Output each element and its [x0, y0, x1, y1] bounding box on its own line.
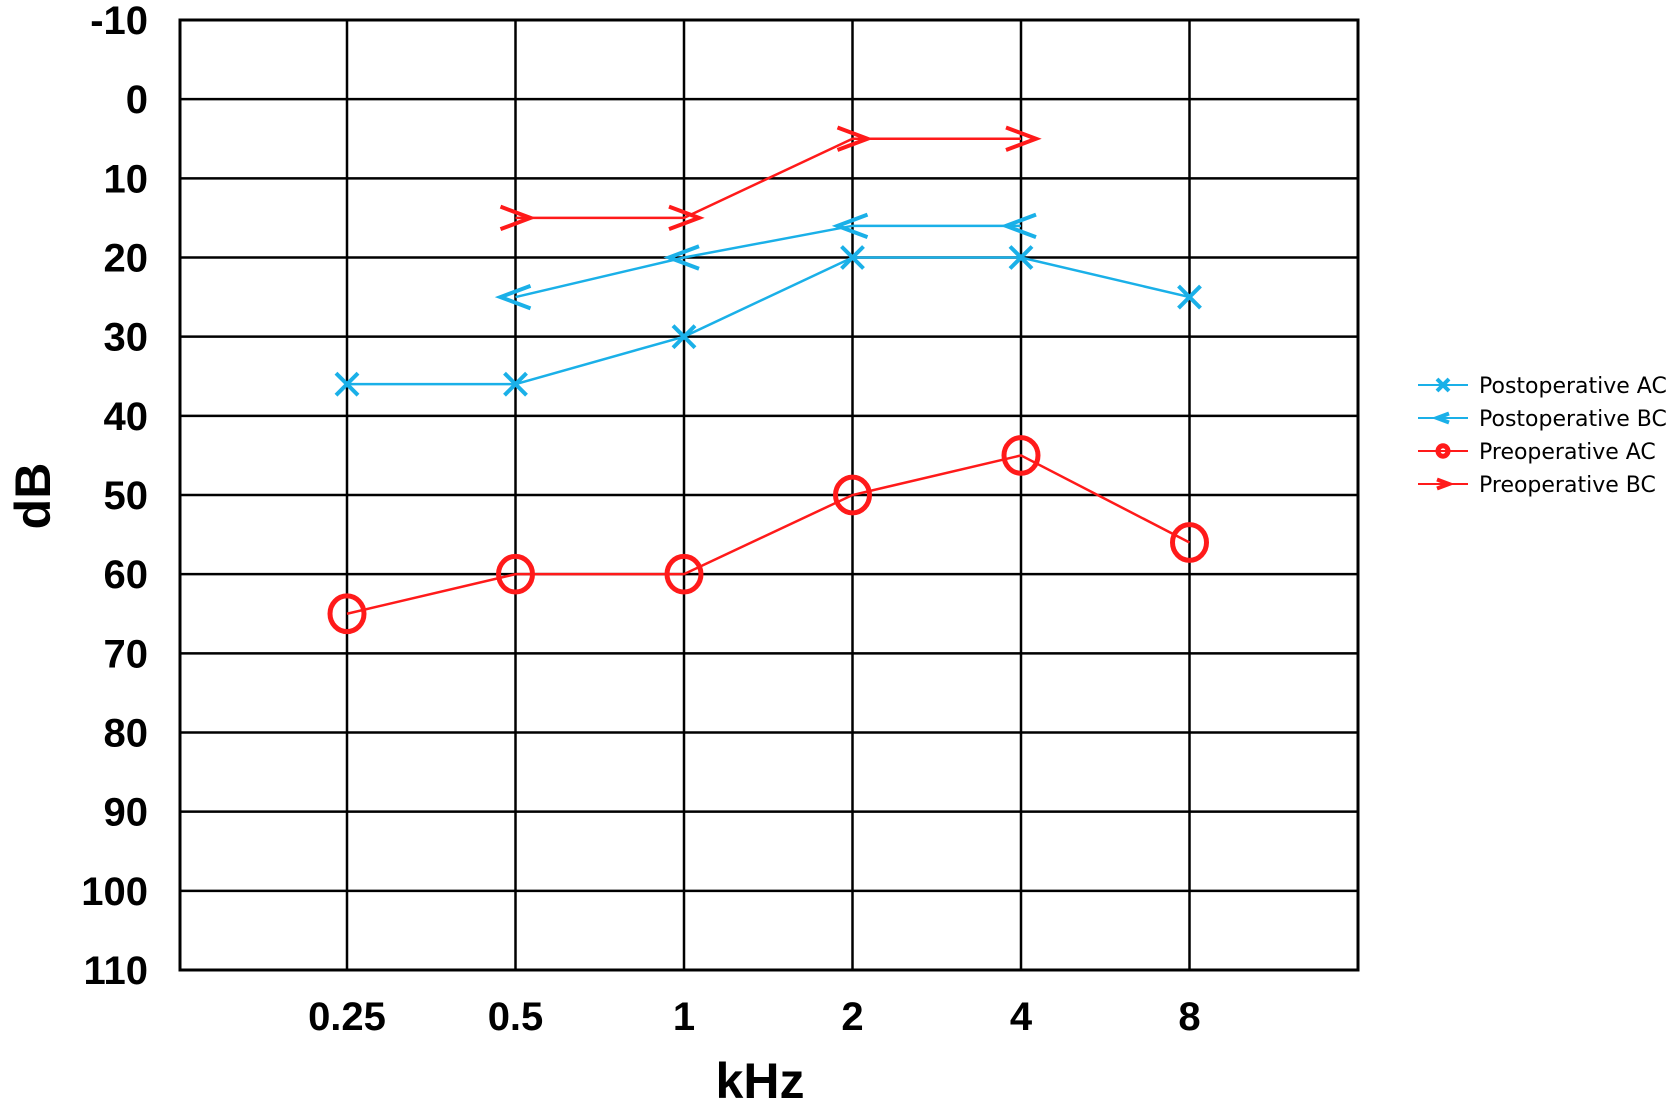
data-point-marker [840, 245, 865, 270]
x-tick-label: 4 [1010, 995, 1033, 1039]
y-tick-label: 30 [104, 316, 149, 360]
marker-stroke [840, 245, 865, 270]
x-axis-title: kHz [716, 1053, 805, 1105]
data-point-marker [503, 371, 528, 397]
y-axis-title: dB [5, 463, 61, 530]
data-point-marker [334, 371, 360, 397]
legend-item: Postoperative BC [1418, 407, 1667, 432]
series-postoperative-bc [494, 212, 1037, 311]
data-point-marker [1177, 284, 1202, 310]
marker-chevron-right [668, 204, 705, 232]
marker-stroke [1008, 245, 1034, 270]
legend-item: Preoperative BC [1418, 473, 1656, 498]
y-tick-label: 50 [104, 474, 149, 518]
y-tick-label: 100 [81, 870, 148, 914]
series-preoperative-bc [499, 125, 1042, 232]
y-tick-label: 10 [104, 157, 149, 201]
marker-chevron-right [499, 204, 537, 232]
marker-stroke [503, 371, 528, 397]
y-tick-label: 20 [104, 237, 149, 281]
marker-circle [327, 593, 367, 635]
data-point-marker [1001, 435, 1041, 476]
marker-circle [664, 553, 704, 595]
marker-circle [1001, 435, 1041, 476]
y-tick-label: 110 [83, 949, 148, 993]
series-line [346, 454, 1191, 615]
y-tick-label: 70 [104, 632, 149, 676]
marker-stroke [671, 324, 697, 350]
y-tick-label: -10 [90, 0, 148, 43]
marker-chevron-right [1005, 125, 1042, 152]
marker-chevron-right [836, 125, 874, 152]
series-line [515, 224, 1021, 299]
data-point-marker [1431, 411, 1450, 425]
marker-stroke [1177, 284, 1202, 310]
marker-circle [1170, 522, 1209, 563]
data-point-marker [1170, 522, 1209, 563]
data-point-marker [1005, 125, 1042, 152]
data-point-marker [831, 212, 869, 239]
legend-label: Preoperative BC [1479, 473, 1656, 498]
data-point-marker [1435, 443, 1451, 459]
series-layer [327, 125, 1209, 635]
x-tick-label: 1 [673, 995, 695, 1039]
y-tick-label: 60 [104, 553, 149, 597]
data-point-marker [663, 244, 700, 271]
legend-item: Postoperative AC [1418, 374, 1667, 399]
marker-circle [496, 553, 535, 595]
y-tick-label: 80 [104, 712, 149, 756]
legend-label: Postoperative BC [1479, 407, 1667, 432]
data-point-marker [1000, 212, 1037, 239]
marker-stroke [1435, 377, 1451, 393]
y-tick-label: 0 [126, 78, 148, 122]
marker-circle [833, 474, 872, 516]
y-tick-labels: -10 0 10 20 30 40 50 60 70 80 90 100 110 [81, 0, 148, 993]
marker-chevron-left [1431, 411, 1450, 425]
data-point-marker [496, 553, 535, 595]
legend-label: Postoperative AC [1479, 374, 1667, 399]
legend: Postoperative AC Postoperative BC Preopera… [1418, 374, 1667, 498]
y-tick-label: 90 [104, 791, 149, 835]
data-point-marker [494, 283, 532, 311]
marker-chevron-left [663, 244, 700, 271]
marker-chevron-left [494, 283, 532, 311]
data-point-marker [1435, 377, 1451, 393]
data-point-marker [836, 125, 874, 152]
marker-chevron-left [1000, 212, 1037, 239]
legend-item: Preoperative AC [1418, 440, 1656, 465]
marker-chevron-left [831, 212, 869, 239]
data-point-marker [327, 593, 367, 635]
y-tick-label: 40 [104, 395, 149, 439]
legend-label: Preoperative AC [1479, 440, 1656, 465]
series-line [515, 137, 1021, 220]
data-point-marker [671, 324, 697, 350]
marker-stroke [334, 371, 360, 397]
series-preoperative-ac [327, 435, 1209, 635]
x-tick-label: 8 [1178, 995, 1200, 1039]
data-point-marker [1008, 245, 1034, 270]
x-tick-label: 0.25 [308, 995, 386, 1039]
x-tick-label: 0.5 [488, 995, 544, 1039]
series-postoperative-ac [334, 245, 1202, 397]
marker-chevron-right [1436, 477, 1455, 491]
x-tick-labels: 0.25 0.5 1 2 4 8 [308, 995, 1201, 1039]
x-tick-label: 2 [841, 995, 863, 1039]
data-point-marker [664, 553, 704, 595]
marker-circle [1435, 443, 1451, 459]
plot-grid [178, 18, 1360, 972]
data-point-marker [833, 474, 872, 516]
series-line [347, 256, 1190, 386]
data-point-marker [499, 204, 537, 232]
data-point-marker [668, 204, 705, 232]
data-point-marker [1436, 477, 1455, 491]
